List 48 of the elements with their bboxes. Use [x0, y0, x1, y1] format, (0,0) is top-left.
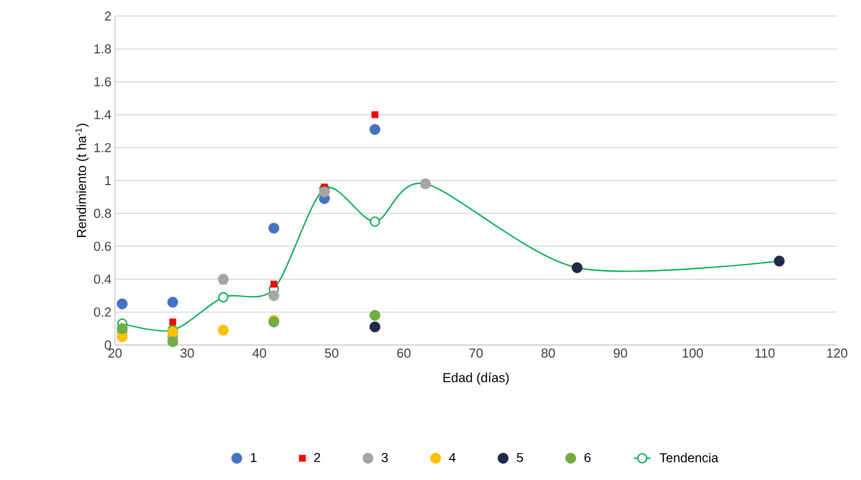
- point: [270, 280, 278, 288]
- x-tick-label: 30: [180, 348, 194, 358]
- point: [370, 310, 380, 321]
- x-tick-label: 120: [827, 348, 848, 358]
- y-tick-label: 2: [104, 11, 111, 21]
- y-tick-label: 0.8: [94, 208, 111, 218]
- point: [169, 318, 176, 326]
- x-tick-label: 50: [324, 348, 338, 358]
- x-tick-label: 90: [614, 348, 628, 358]
- point: [318, 186, 330, 198]
- point: [370, 124, 380, 135]
- point: [116, 323, 128, 334]
- x-tick-label: 40: [252, 348, 266, 358]
- x-tick-label: 70: [469, 348, 483, 358]
- legend-label: 6: [584, 452, 591, 462]
- point: [218, 292, 228, 302]
- x-tick-label: 80: [542, 348, 555, 358]
- x-tick-label: 100: [682, 348, 703, 358]
- point: [268, 222, 280, 234]
- legend-label: Tendencia: [660, 452, 718, 462]
- y-tick-label: 1.4: [94, 110, 112, 120]
- legend-label: 1: [250, 453, 257, 462]
- y-tick-label: 0: [104, 340, 111, 350]
- y-tick-label: 0.6: [94, 242, 111, 251]
- point: [167, 296, 178, 308]
- point: [372, 111, 378, 118]
- y-tick-label: 0.2: [94, 308, 111, 317]
- legend-label: 2: [314, 452, 320, 462]
- x-axis-title: Edad (días): [444, 372, 509, 385]
- point: [116, 298, 128, 310]
- y-tick-label: 0.4: [94, 274, 112, 284]
- x-tick-label: 60: [397, 348, 411, 358]
- legend-label: 3: [382, 452, 388, 462]
- point: [268, 290, 280, 302]
- point: [218, 274, 229, 285]
- y-axis-title: Rendimiento (t ha$^{-1}$): [75, 124, 89, 237]
- point: [167, 336, 178, 348]
- y-tick-label: 1.2: [94, 143, 111, 152]
- y-tick-label: 1.8: [94, 44, 111, 54]
- legend-label: 5: [516, 453, 523, 462]
- point: [218, 324, 229, 336]
- y-tick-label: 1.6: [94, 77, 111, 86]
- point: [370, 216, 380, 227]
- x-tick-label: 110: [755, 348, 775, 358]
- legend-label: 4: [449, 453, 456, 462]
- point: [370, 322, 380, 332]
- y-tick-label: 1: [105, 176, 111, 185]
- x-tick-label: 20: [108, 348, 122, 358]
